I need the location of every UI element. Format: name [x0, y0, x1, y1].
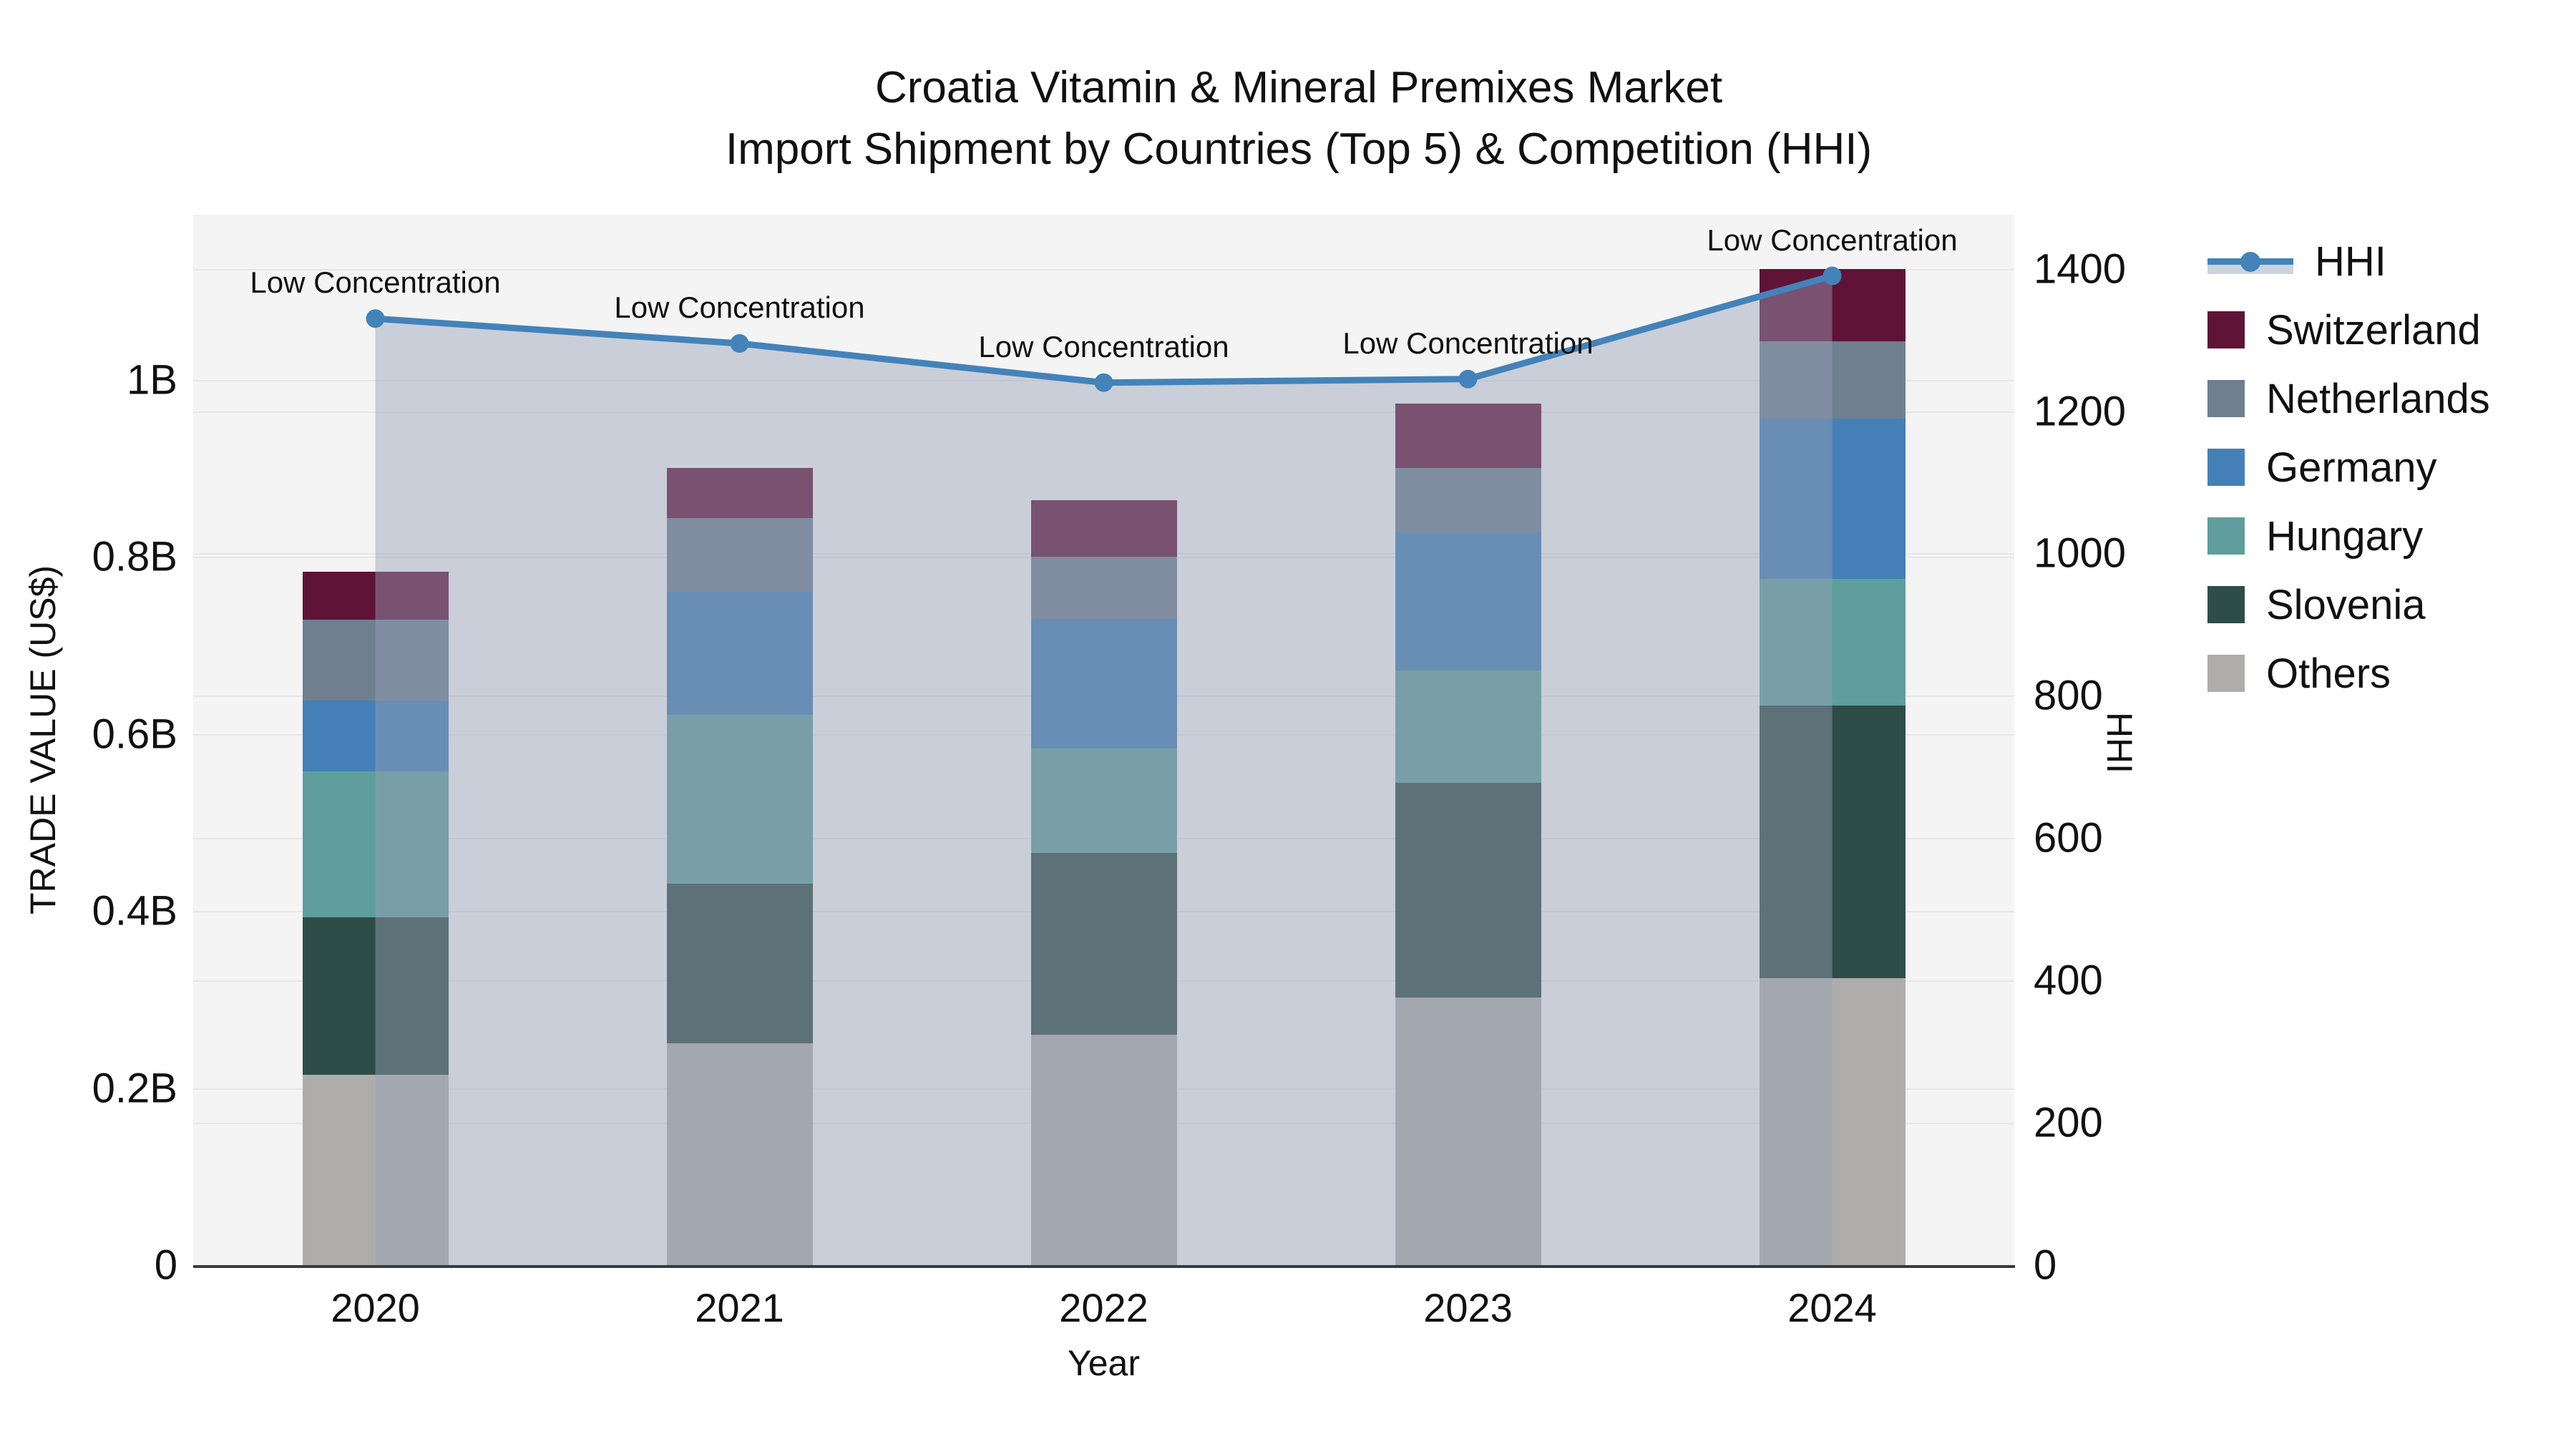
- bar-2024-others[interactable]: [1759, 978, 1906, 1265]
- legend-item-germany[interactable]: Germany: [2207, 444, 2490, 491]
- chart-title: Croatia Vitamin & Mineral Premixes Marke…: [225, 57, 2372, 180]
- right-tick-label-800: 800: [2034, 672, 2103, 719]
- legend-hhi-dot: [2240, 252, 2260, 272]
- bar-2022-others[interactable]: [1030, 1035, 1177, 1265]
- right-tick-label-1000: 1000: [2034, 530, 2127, 577]
- x-tick-label-2024: 2024: [1787, 1285, 1877, 1330]
- gridline: [193, 411, 2014, 413]
- bar-2024-netherlands[interactable]: [1759, 341, 1906, 419]
- legend-label-slovenia: Slovenia: [2266, 581, 2426, 628]
- legend-label-netherlands: Netherlands: [2266, 375, 2490, 422]
- bar-2021-slovenia[interactable]: [666, 883, 813, 1043]
- hhi-point-2021[interactable]: [730, 334, 749, 353]
- bar-2023-switzerland[interactable]: [1395, 404, 1541, 468]
- legend-swatch-others: [2207, 655, 2245, 692]
- bar-2021-hungary[interactable]: [666, 714, 813, 884]
- legend-swatch-germany: [2207, 449, 2245, 486]
- legend-item-hungary[interactable]: Hungary: [2207, 512, 2490, 560]
- x-tick-label-2022: 2022: [1059, 1285, 1148, 1330]
- legend-label-switzerland: Switzerland: [2266, 306, 2481, 353]
- legend-swatch-switzerland: [2207, 311, 2245, 348]
- legend-item-netherlands[interactable]: Netherlands: [2207, 375, 2490, 422]
- bar-2020-others[interactable]: [302, 1075, 449, 1265]
- legend-swatch-netherlands: [2207, 380, 2245, 417]
- right-tick-label-0: 0: [2034, 1241, 2057, 1289]
- legend-label-hungary: Hungary: [2266, 512, 2424, 560]
- annotation-low-concentration-2024: Low Concentration: [1707, 223, 1958, 257]
- legend-label-hhi: HHI: [2315, 238, 2386, 285]
- bar-2023-others[interactable]: [1395, 997, 1541, 1265]
- legend: HHI Switzerland Netherlands Germany Hungary S…: [2207, 238, 2490, 697]
- bar-2023-slovenia[interactable]: [1395, 782, 1541, 998]
- bar-2022-netherlands[interactable]: [1030, 557, 1177, 620]
- left-tick-label-0.4B: 0.4B: [92, 887, 177, 935]
- bar-2024-hungary[interactable]: [1759, 579, 1906, 706]
- legend-swatch-slovenia: [2207, 586, 2245, 623]
- legend-item-slovenia[interactable]: Slovenia: [2207, 581, 2490, 628]
- hhi-point-2022[interactable]: [1094, 373, 1113, 392]
- hhi-area-fill: [375, 275, 1833, 1265]
- bar-2023-hungary[interactable]: [1395, 670, 1541, 783]
- bar-2020-netherlands[interactable]: [302, 620, 449, 701]
- left-tick-label-0.2B: 0.2B: [92, 1065, 177, 1112]
- left-tick-label-0.8B: 0.8B: [92, 533, 177, 580]
- bar-2022-switzerland[interactable]: [1030, 500, 1177, 557]
- right-axis-title: HHI: [2099, 711, 2140, 774]
- bar-2024-germany[interactable]: [1759, 419, 1906, 580]
- legend-hhi-line-icon: [2207, 243, 2293, 280]
- right-tick-label-400: 400: [2034, 957, 2103, 1004]
- gridline: [193, 269, 2014, 270]
- bar-2021-germany[interactable]: [666, 591, 813, 715]
- bar-2020-germany[interactable]: [302, 700, 449, 771]
- hhi-point-2020[interactable]: [366, 309, 385, 328]
- annotation-low-concentration-2023: Low Concentration: [1342, 326, 1594, 360]
- annotation-low-concentration-2020: Low Concentration: [250, 265, 501, 300]
- right-tick-label-600: 600: [2034, 814, 2103, 862]
- bar-2021-netherlands[interactable]: [666, 518, 813, 592]
- bar-2023-germany[interactable]: [1395, 532, 1541, 670]
- legend-item-others[interactable]: Others: [2207, 650, 2490, 697]
- bar-2024-slovenia[interactable]: [1759, 706, 1906, 979]
- legend-label-others: Others: [2266, 650, 2391, 697]
- left-tick-label-0: 0: [154, 1241, 177, 1289]
- legend-item-switzerland[interactable]: Switzerland: [2207, 306, 2490, 353]
- legend-item-hhi[interactable]: HHI: [2207, 238, 2490, 285]
- bar-2021-others[interactable]: [666, 1043, 813, 1265]
- annotation-low-concentration-2021: Low Concentration: [614, 291, 865, 325]
- left-tick-label-0.6B: 0.6B: [92, 711, 177, 758]
- chart-title-line1: Croatia Vitamin & Mineral Premixes Marke…: [874, 63, 1723, 112]
- x-tick-label-2021: 2021: [695, 1285, 784, 1330]
- right-tick-label-1200: 1200: [2034, 388, 2127, 434]
- left-tick-label-1B: 1B: [127, 356, 177, 404]
- right-tick-label-200: 200: [2034, 1099, 2103, 1146]
- bar-2020-slovenia[interactable]: [302, 917, 449, 1075]
- bar-2020-switzerland[interactable]: [302, 572, 449, 620]
- x-axis-title: Year: [1067, 1343, 1141, 1383]
- bar-2022-germany[interactable]: [1030, 619, 1177, 748]
- hhi-overlay: [366, 266, 1842, 1265]
- bar-2023-netherlands[interactable]: [1395, 467, 1541, 532]
- x-tick-label-2020: 2020: [331, 1285, 420, 1330]
- bar-2020-hungary[interactable]: [302, 771, 449, 917]
- x-axis-line: [193, 1265, 2015, 1268]
- legend-label-germany: Germany: [2266, 444, 2437, 491]
- bar-2022-hungary[interactable]: [1030, 748, 1177, 853]
- right-tick-label-1400: 1400: [2034, 245, 2127, 293]
- chart-title-line2: Import Shipment by Countries (Top 5) & C…: [725, 125, 1873, 174]
- plot-area: Low Concentration Low Concentration Low Co…: [193, 215, 2014, 1265]
- bar-2022-slovenia[interactable]: [1030, 852, 1177, 1035]
- hhi-point-2023[interactable]: [1458, 369, 1478, 389]
- legend-swatch-hungary: [2207, 517, 2245, 555]
- x-tick-label-2023: 2023: [1423, 1285, 1513, 1330]
- annotation-low-concentration-2022: Low Concentration: [978, 329, 1229, 364]
- hhi-point-2024[interactable]: [1823, 266, 1842, 286]
- bar-2021-switzerland[interactable]: [666, 467, 813, 519]
